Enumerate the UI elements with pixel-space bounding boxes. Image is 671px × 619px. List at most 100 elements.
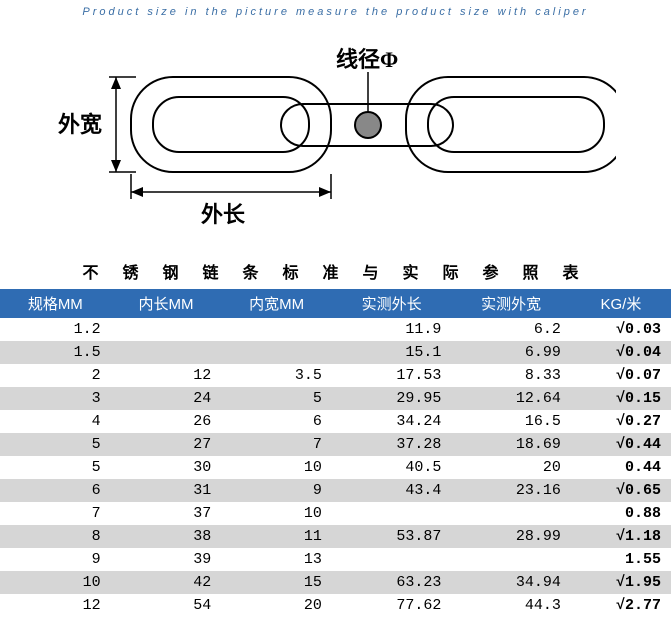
cell-inL (111, 318, 222, 341)
cell-kg: √0.15 (571, 387, 671, 410)
cell-outL: 17.53 (332, 364, 451, 387)
table-row: 10421563.2334.94√1.95 (0, 571, 671, 594)
table-header-row: 规格MM 内长MM 内宽MM 实测外长 实测外宽 KG/米 (0, 289, 671, 318)
cell-spec: 5 (0, 433, 111, 456)
table-row: 12542077.6244.3√2.77 (0, 594, 671, 617)
cell-kg: √0.44 (571, 433, 671, 456)
cell-inL: 39 (111, 548, 222, 571)
cell-kg: √1.95 (571, 571, 671, 594)
cell-inL: 37 (111, 502, 222, 525)
cell-inW: 15 (221, 571, 332, 594)
cell-inL: 26 (111, 410, 222, 433)
cell-outW: 18.69 (451, 433, 570, 456)
table-row: 5301040.5200.44 (0, 456, 671, 479)
table-row: 527737.2818.69√0.44 (0, 433, 671, 456)
col-outer-width: 实测外宽 (451, 289, 570, 318)
cell-kg: √0.65 (571, 479, 671, 502)
cell-outW (451, 502, 570, 525)
cell-spec: 3 (0, 387, 111, 410)
cell-outL: 43.4 (332, 479, 451, 502)
col-spec: 规格MM (0, 289, 111, 318)
outer-length-label: 外长 (201, 202, 246, 227)
cell-inW: 13 (221, 548, 332, 571)
cell-inW (221, 341, 332, 364)
table-row: 73710 0.88 (0, 502, 671, 525)
cell-outL: 15.1 (332, 341, 451, 364)
cell-outL: 40.5 (332, 456, 451, 479)
cell-inL: 27 (111, 433, 222, 456)
cell-outW: 23.16 (451, 479, 570, 502)
cell-spec: 10 (0, 571, 111, 594)
cell-inW: 3.5 (221, 364, 332, 387)
cell-spec: 1.2 (0, 318, 111, 341)
cell-outL: 11.9 (332, 318, 451, 341)
cell-outW: 28.99 (451, 525, 570, 548)
table-row: 631943.423.16√0.65 (0, 479, 671, 502)
cell-outW: 16.5 (451, 410, 570, 433)
chain-spec-table: 规格MM 内长MM 内宽MM 实测外长 实测外宽 KG/米 1.2 11.96.2… (0, 289, 671, 617)
cell-inW: 11 (221, 525, 332, 548)
cell-spec: 9 (0, 548, 111, 571)
cell-inW: 7 (221, 433, 332, 456)
chain-diagram: 线径Φ 外宽 外长 (0, 32, 671, 251)
cell-outW: 6.2 (451, 318, 570, 341)
wire-dia-label: 线径Φ (336, 47, 398, 72)
table-row: 1.5 15.16.99√0.04 (0, 341, 671, 364)
chain-diagram-svg: 线径Φ 外宽 外长 (56, 32, 616, 232)
cell-outW: 8.33 (451, 364, 570, 387)
cell-spec: 4 (0, 410, 111, 433)
cell-outL: 37.28 (332, 433, 451, 456)
cell-inW: 20 (221, 594, 332, 617)
cell-inL: 24 (111, 387, 222, 410)
table-title: 不 锈 钢 链 条 标 准 与 实 际 参 照 表 (0, 251, 671, 289)
table-body: 1.2 11.96.2√0.03 1.5 15.16.99√0.042123.517.… (0, 318, 671, 617)
cell-outL (332, 548, 451, 571)
cell-spec: 12 (0, 594, 111, 617)
cell-inL: 31 (111, 479, 222, 502)
cell-inW: 10 (221, 502, 332, 525)
cell-outW: 44.3 (451, 594, 570, 617)
cell-kg: 0.88 (571, 502, 671, 525)
table-row: 8381153.8728.99√1.18 (0, 525, 671, 548)
cell-spec: 1.5 (0, 341, 111, 364)
cell-spec: 5 (0, 456, 111, 479)
cell-kg: √0.27 (571, 410, 671, 433)
table-row: 426634.2416.5√0.27 (0, 410, 671, 433)
cell-kg: √0.03 (571, 318, 671, 341)
cell-inW: 9 (221, 479, 332, 502)
cell-outL (332, 502, 451, 525)
table-row: 324529.9512.64√0.15 (0, 387, 671, 410)
cell-outL: 29.95 (332, 387, 451, 410)
cell-kg: √2.77 (571, 594, 671, 617)
cell-inW: 5 (221, 387, 332, 410)
table-row: 1.2 11.96.2√0.03 (0, 318, 671, 341)
cell-inW: 10 (221, 456, 332, 479)
cell-kg: √0.04 (571, 341, 671, 364)
cell-outL: 34.24 (332, 410, 451, 433)
cell-outL: 53.87 (332, 525, 451, 548)
cell-inL: 54 (111, 594, 222, 617)
cell-inL: 12 (111, 364, 222, 387)
col-inner-width: 内宽MM (221, 289, 332, 318)
cell-spec: 7 (0, 502, 111, 525)
cell-kg: 1.55 (571, 548, 671, 571)
cell-outW: 6.99 (451, 341, 570, 364)
cell-inW (221, 318, 332, 341)
col-outer-length: 实测外长 (332, 289, 451, 318)
table-row: 93913 1.55 (0, 548, 671, 571)
product-subtitle: Product size in the picture measure the … (0, 0, 671, 32)
cell-outL: 63.23 (332, 571, 451, 594)
cell-inL: 42 (111, 571, 222, 594)
cell-outW: 20 (451, 456, 570, 479)
cell-outW: 12.64 (451, 387, 570, 410)
cell-kg: √1.18 (571, 525, 671, 548)
cell-inL: 30 (111, 456, 222, 479)
cell-inW: 6 (221, 410, 332, 433)
cell-spec: 6 (0, 479, 111, 502)
cell-spec: 8 (0, 525, 111, 548)
cell-inL (111, 341, 222, 364)
cell-outW (451, 548, 570, 571)
col-inner-length: 内长MM (111, 289, 222, 318)
cell-outL: 77.62 (332, 594, 451, 617)
table-row: 2123.517.538.33√0.07 (0, 364, 671, 387)
